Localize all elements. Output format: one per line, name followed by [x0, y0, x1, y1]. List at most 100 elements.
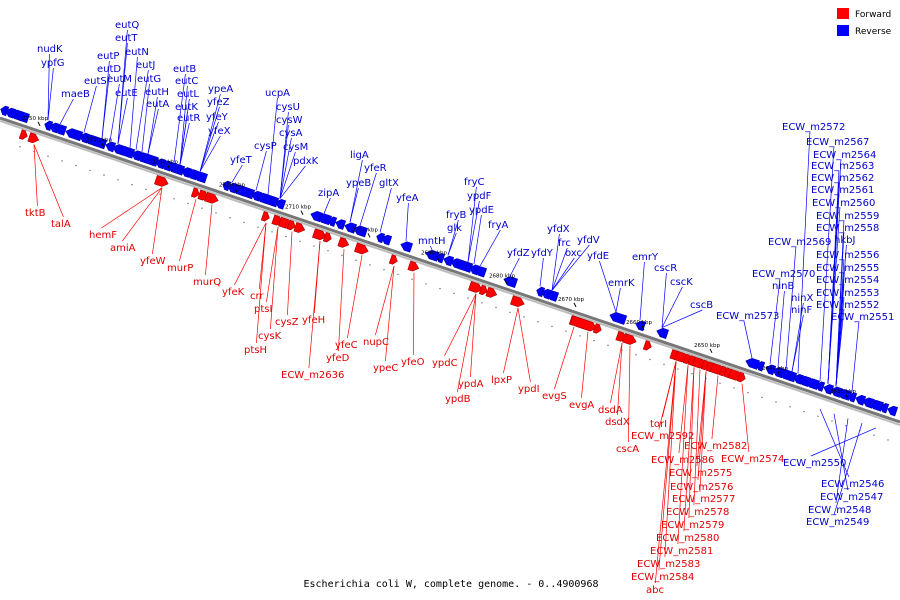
- gene-label-evga: evgA: [569, 400, 594, 411]
- gene-label-ecw-m2558: ECW_m2558: [816, 223, 879, 234]
- reverse-leader-line: [135, 69, 149, 150]
- minor-tick: [201, 207, 203, 209]
- reverse-leader-line: [810, 427, 877, 457]
- reverse-leader-line: [661, 272, 667, 328]
- reverse-leader-line: [819, 408, 850, 478]
- forward-leader-line: [256, 222, 267, 344]
- gene-label-ecw-m2546: ECW_m2546: [821, 479, 884, 490]
- minor-tick: [607, 344, 609, 347]
- gene-label-yfde: yfdE: [587, 251, 609, 262]
- gene-label-ypdi: ypdI: [518, 384, 540, 395]
- minor-tick: [509, 311, 511, 313]
- minor-tick: [327, 250, 329, 252]
- scale-tick-mark: [101, 143, 105, 148]
- scale-tick-label: 2680 kbp: [489, 274, 515, 280]
- minor-tick: [789, 406, 791, 408]
- gene-label-ecw-m2579: ECW_m2579: [661, 520, 724, 531]
- gene-label-frya: fryA: [488, 220, 509, 231]
- gene-label-amia: amiA: [110, 243, 136, 254]
- scale-tick-label: 2640 kbp: [762, 366, 788, 372]
- gene-label-cysp: cysP: [254, 141, 277, 152]
- minor-tick: [495, 306, 497, 309]
- gene-label-cscb: cscB: [690, 300, 713, 311]
- reverse-leader-line: [599, 260, 617, 313]
- forward-leader-line: [33, 144, 64, 218]
- reverse-gene-arrow: [503, 276, 518, 288]
- minor-tick: [691, 373, 693, 375]
- minor-tick: [803, 410, 805, 413]
- reverse-leader-line: [47, 53, 50, 121]
- reverse-leader-line: [231, 164, 243, 183]
- minor-tick: [145, 188, 147, 191]
- reverse-gene-arrow: [400, 241, 414, 253]
- gene-label-eutb: eutB: [173, 64, 196, 75]
- gene-label-dsdx: dsdX: [605, 417, 630, 428]
- gene-label-yfdz: yfdZ: [507, 248, 530, 259]
- reverse-leader-line: [255, 150, 267, 191]
- forward-leader-line: [179, 199, 197, 262]
- forward-gene-arrow: [260, 211, 270, 222]
- gene-label-eutt: eutT: [115, 33, 138, 44]
- reverse-gene-arrow: [15, 111, 30, 124]
- minor-tick: [775, 401, 777, 403]
- reverse-leader-line: [129, 56, 138, 148]
- reverse-gene-arrow: [816, 381, 826, 392]
- scale-tick-mark: [573, 302, 577, 308]
- gene-label-eutq: eutQ: [115, 20, 139, 31]
- minor-tick: [565, 330, 567, 332]
- forward-leader-line: [677, 365, 689, 545]
- forward-leader-line: [711, 375, 719, 440]
- gene-label-dsda: dsdA: [598, 405, 623, 416]
- forward-gene-arrow: [485, 286, 498, 298]
- scale-tick-mark: [167, 165, 171, 170]
- scale-tick-label: 2750 kbp: [22, 116, 48, 122]
- minor-tick: [313, 245, 315, 247]
- forward-leader-line: [688, 367, 695, 519]
- gene-label-yfey: yfeY: [206, 112, 229, 123]
- reverse-gene-arrow: [376, 232, 386, 244]
- gene-label-gltx: gltX: [379, 178, 399, 189]
- gene-label-ecw-m2582: ECW_m2582: [684, 441, 747, 452]
- gene-label-yfek: yfeK: [222, 287, 245, 298]
- backbone-shadow: [0, 120, 900, 426]
- minor-tick: [103, 174, 105, 176]
- forward-gene-arrow: [204, 191, 219, 204]
- gene-label-cysk: cysK: [258, 331, 282, 342]
- minor-tick: [481, 302, 483, 304]
- gene-label-ecw-m2578: ECW_m2578: [666, 507, 729, 518]
- gene-label-ecw-m2553: ECW_m2553: [816, 288, 879, 299]
- reverse-leader-line: [551, 247, 568, 291]
- minor-tick: [89, 169, 91, 172]
- reverse-leader-line: [791, 302, 804, 372]
- backbone-line: [0, 116, 900, 424]
- gene-label-ypda: ypdA: [458, 379, 484, 390]
- minor-tick: [733, 387, 735, 389]
- gene-label-cysm: cysM: [283, 142, 308, 153]
- reverse-leader-line: [279, 124, 289, 199]
- forward-leader-line: [554, 326, 575, 390]
- gene-label-ecw-m2564: ECW_m2564: [813, 150, 876, 161]
- minor-tick: [75, 164, 77, 167]
- gene-label-ptsi: ptsI: [254, 304, 272, 315]
- gene-label-ecw-m2563: ECW_m2563: [811, 161, 874, 172]
- gene-label-ecw-m2552: ECW_m2552: [816, 300, 879, 311]
- reverse-gene-arrow: [246, 188, 256, 200]
- reverse-gene-arrow: [837, 389, 852, 401]
- minor-tick: [579, 335, 581, 337]
- forward-gene-arrow: [736, 371, 746, 383]
- gene-label-eutm: eutM: [107, 74, 132, 85]
- gene-label-ecw-m2574: ECW_m2574: [721, 454, 784, 465]
- gene-label-ecw-m2555: ECW_m2555: [816, 263, 879, 274]
- reverse-leader-line: [117, 42, 128, 144]
- scale-tick-label: 2700 kbp: [352, 227, 378, 233]
- forward-leader-line: [664, 361, 677, 558]
- forward-leader-line: [678, 365, 689, 454]
- gene-label-fryc: fryC: [464, 177, 485, 188]
- gene-label-evgs: evgS: [542, 391, 567, 402]
- reverse-gene-arrow: [474, 266, 488, 278]
- gene-label-pdxk: pdxK: [293, 156, 319, 167]
- reverse-leader-line: [349, 159, 363, 223]
- reverse-leader-line: [101, 73, 110, 139]
- minor-tick: [831, 420, 833, 422]
